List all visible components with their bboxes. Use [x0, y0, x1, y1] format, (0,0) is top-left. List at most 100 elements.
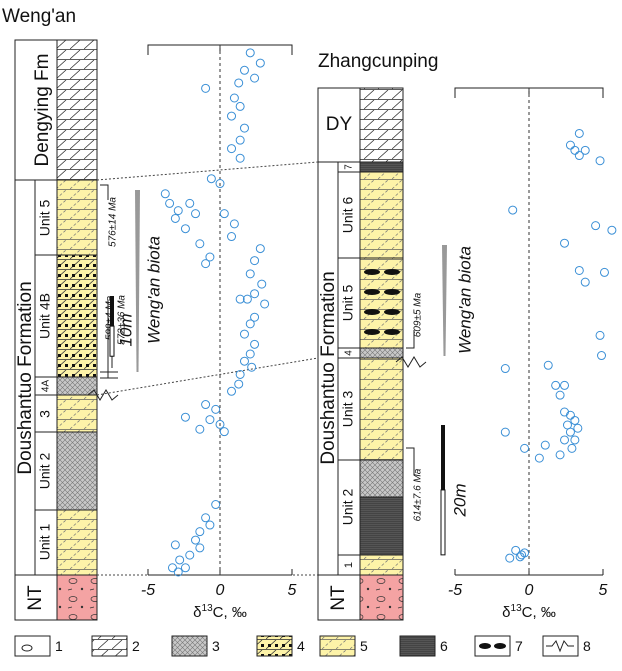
scale-bar: [441, 425, 445, 490]
data-point: [235, 380, 243, 388]
data-point: [561, 436, 569, 444]
data-point: [220, 210, 228, 218]
data-point: [176, 556, 184, 564]
x-tick-label: -5: [448, 582, 462, 599]
data-point: [230, 94, 238, 102]
data-point: [192, 536, 200, 544]
x-tick-label: 0: [525, 582, 534, 599]
data-point: [575, 129, 583, 137]
scale-bar: [441, 490, 445, 555]
scale-label: 20m: [450, 483, 469, 517]
data-point: [575, 152, 583, 160]
formation-label: DY: [326, 114, 353, 135]
unit-label: Unit 2: [340, 489, 356, 526]
data-point: [212, 405, 220, 413]
data-point: [196, 425, 204, 433]
x-axis-label: δ13C, ‰: [502, 603, 556, 621]
data-point: [566, 141, 574, 149]
figure: Weng'an Zhangcunping Dengying Fm Doushan…: [0, 0, 622, 666]
unit-label: Unit 5: [340, 285, 356, 322]
data-point: [509, 206, 517, 214]
x-axis-label-part: C, ‰: [213, 604, 247, 621]
x-axis-label-part: 13: [202, 603, 214, 614]
unit-label: Unit 5: [37, 200, 53, 237]
age-label: 609±5 Ma: [413, 292, 424, 337]
data-point: [248, 363, 256, 371]
data-point: [258, 280, 266, 288]
x-tick-label: -5: [141, 582, 155, 599]
unit-label: 4A: [41, 380, 52, 393]
age-label: 614±7.6 Ma: [413, 468, 424, 521]
data-point: [596, 157, 604, 165]
data-point: [246, 320, 254, 328]
legend-swatch: [15, 636, 50, 656]
data-point: [202, 260, 210, 268]
base-label: NT: [328, 585, 349, 611]
x-tick-label: 5: [599, 582, 608, 599]
legend-label: 1: [55, 638, 63, 654]
unit-label: 4: [344, 350, 355, 356]
scale-bar: [110, 326, 114, 356]
data-point: [251, 290, 259, 298]
formation-label: Doushantuo Formation: [15, 281, 36, 474]
legend-swatch: [400, 636, 435, 656]
data-point: [228, 112, 236, 120]
data-point: [251, 340, 259, 348]
data-point: [186, 199, 194, 207]
data-point: [207, 175, 215, 183]
data-point: [251, 74, 259, 82]
data-point: [571, 146, 579, 154]
data-point: [246, 49, 254, 57]
data-point: [608, 226, 616, 234]
x-axis-label-part: C, ‰: [522, 604, 556, 621]
biota-wedge: [135, 190, 140, 372]
x-tick-label: 5: [288, 582, 297, 599]
data-point: [552, 381, 560, 389]
age-label: 576±14 Ma: [108, 197, 119, 247]
biota-label: Weng'an biota: [144, 236, 163, 344]
legend-swatch: [172, 636, 207, 656]
data-point: [535, 454, 543, 462]
unit-label: Unit 4B: [37, 293, 53, 339]
data-point: [596, 331, 604, 339]
data-point: [202, 401, 210, 409]
data-point: [566, 428, 574, 436]
data-point: [566, 411, 574, 419]
data-point: [220, 428, 228, 436]
data-point: [196, 528, 204, 536]
data-point: [541, 441, 549, 449]
data-point: [181, 225, 189, 233]
scale-bar: [110, 296, 114, 326]
data-point: [556, 391, 564, 399]
legend-label: 6: [440, 638, 448, 654]
data-point: [212, 501, 220, 509]
data-point: [171, 214, 179, 222]
data-point: [561, 381, 569, 389]
data-point: [261, 300, 269, 308]
data-point: [581, 278, 589, 286]
data-point: [181, 413, 189, 421]
unit-label: 3: [37, 410, 53, 418]
data-point: [240, 330, 248, 338]
data-point: [202, 84, 210, 92]
data-point: [521, 444, 529, 452]
biota-wedge: [442, 245, 447, 356]
data-point: [236, 102, 244, 110]
data-point: [236, 370, 244, 378]
formation-label: Doushantuo Formation: [318, 271, 339, 464]
legend-swatch: [92, 636, 127, 656]
x-axis-label-part: 13: [511, 603, 523, 614]
data-point: [206, 521, 214, 529]
data-point: [228, 145, 236, 153]
data-point: [598, 352, 606, 360]
data-point: [568, 444, 576, 452]
legend-label: 3: [212, 638, 220, 654]
data-point: [181, 564, 189, 572]
data-point: [246, 350, 254, 358]
data-point: [166, 199, 174, 207]
x-axis-label-part: δ: [502, 604, 510, 621]
data-point: [256, 245, 264, 253]
biota-label: Weng'an biota: [455, 246, 474, 354]
data-point: [561, 239, 569, 247]
data-point: [256, 59, 264, 67]
